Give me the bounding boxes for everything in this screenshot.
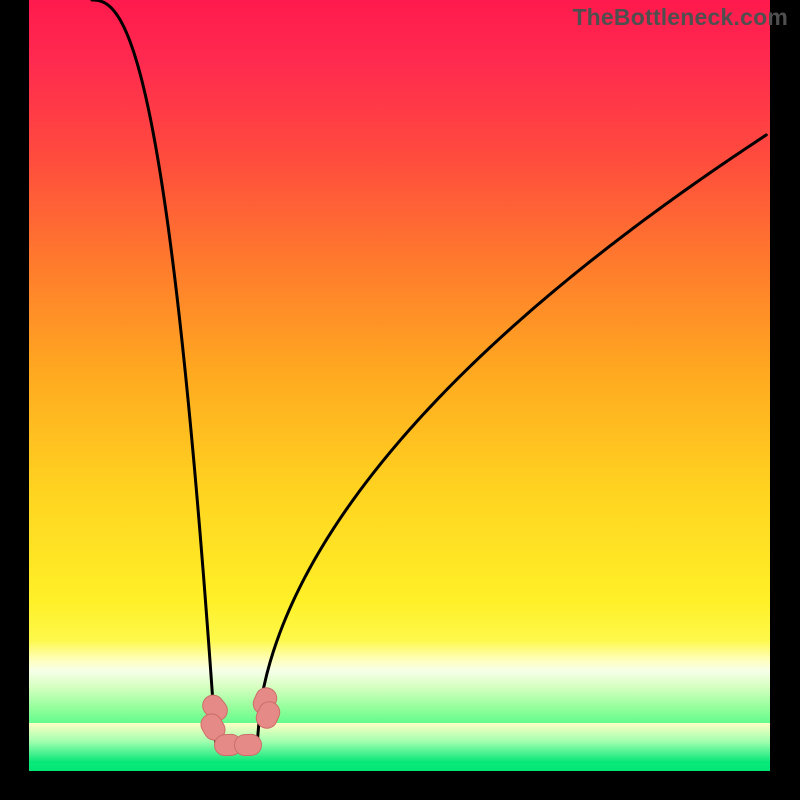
chart-stage: TheBottleneck.com	[0, 0, 800, 800]
bottleneck-curve-path	[92, 0, 766, 742]
data-point	[233, 733, 262, 756]
bottleneck-curves	[0, 0, 800, 800]
watermark-label: TheBottleneck.com	[572, 4, 788, 31]
